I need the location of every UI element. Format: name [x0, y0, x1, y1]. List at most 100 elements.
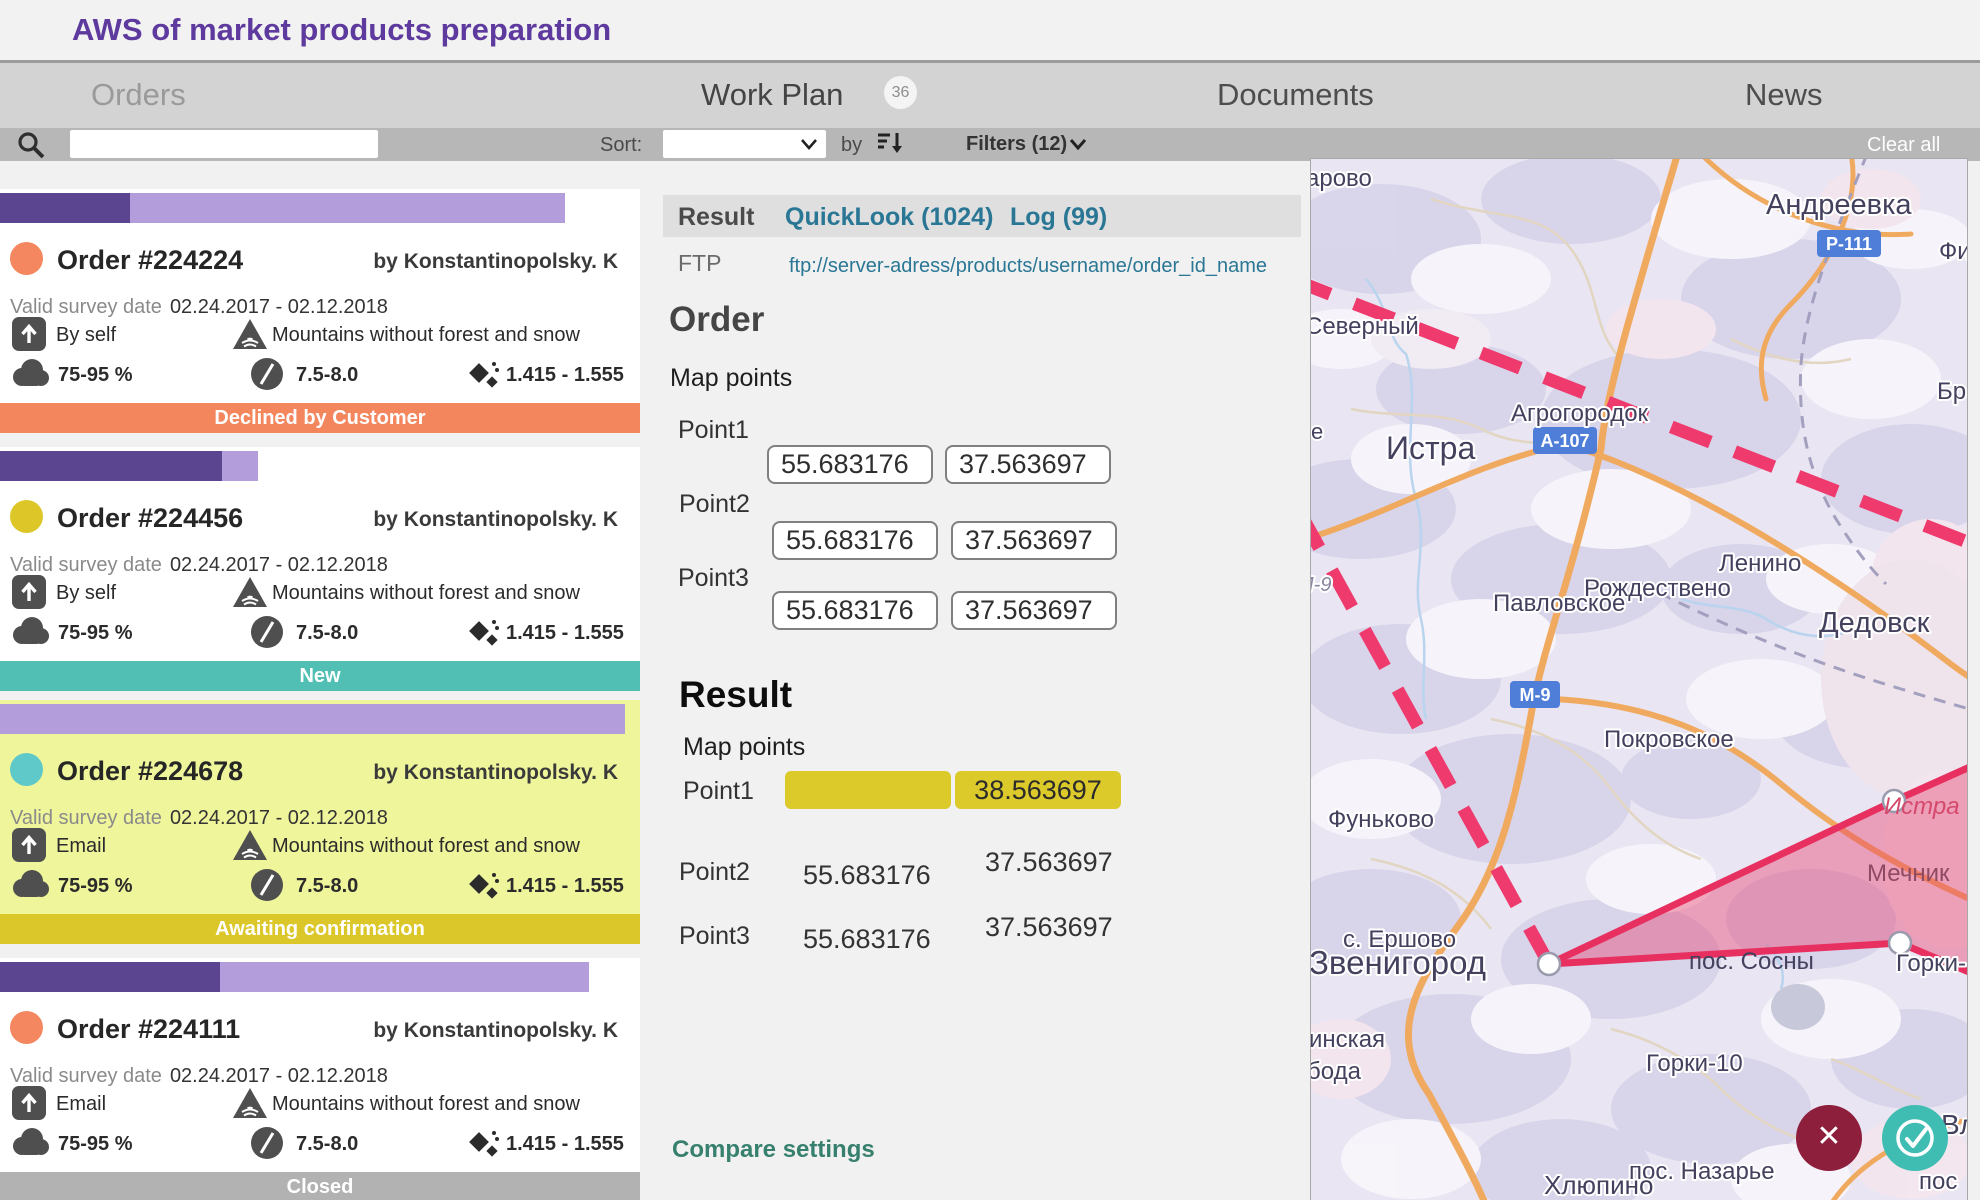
point2-label: Point2	[679, 490, 750, 519]
upload-icon	[12, 828, 46, 868]
reject-button[interactable]: ✕	[1796, 1105, 1862, 1171]
angle-label: 7.5-8.0	[296, 1133, 358, 1156]
progress-bar	[0, 451, 258, 481]
filters-button[interactable]: Filters (12)	[966, 133, 1067, 156]
mountain-icon	[232, 575, 268, 615]
angle-label: 7.5-8.0	[296, 622, 358, 645]
range-feature: 1.415 - 1.555	[468, 615, 638, 651]
status-dot	[10, 242, 43, 275]
date-label: Valid survey date	[10, 296, 162, 318]
map-label: арово	[1311, 165, 1372, 192]
search-icon[interactable]	[16, 130, 46, 165]
date-range: 02.24.2017 - 02.12.2018	[170, 554, 388, 576]
sort-descending-icon[interactable]	[876, 131, 906, 162]
terrain-feature: Mountains without forest and snow	[232, 317, 632, 353]
map-label: Покровское	[1604, 726, 1734, 753]
tab-documents[interactable]: Documents	[1217, 77, 1374, 113]
compare-settings-link[interactable]: Compare settings	[672, 1136, 875, 1164]
mountain-icon	[232, 828, 268, 868]
progress-light-segment	[222, 451, 258, 481]
range-label: 1.415 - 1.555	[506, 1133, 624, 1156]
order-author: by Konstantinopolsky. K	[373, 508, 618, 532]
slashed-circle-icon	[250, 357, 284, 397]
map-label: пос. Сосны	[1689, 948, 1814, 975]
clear-all-button[interactable]: Clear all	[1867, 134, 1940, 157]
range-feature: 1.415 - 1.555	[468, 357, 638, 393]
diamonds-icon	[468, 868, 504, 910]
angle-feature: 7.5-8.0	[250, 615, 450, 651]
terrain-label: Mountains without forest and snow	[272, 835, 580, 858]
order-card[interactable]: Order #224224 by Konstantinopolsky. K Va…	[0, 189, 640, 433]
range-feature: 1.415 - 1.555	[468, 868, 638, 904]
order-card[interactable]: Order #224456 by Konstantinopolsky. K Va…	[0, 447, 640, 690]
progress-light-segment	[220, 962, 589, 992]
map-label: Фир	[1939, 238, 1967, 265]
map-label: пос	[1919, 1168, 1957, 1195]
map-label: Истра	[1386, 430, 1475, 466]
delivery-label: Email	[56, 835, 106, 858]
angle-label: 7.5-8.0	[296, 875, 358, 898]
valid-survey-date: Valid survey date02.24.2017 - 02.12.2018	[10, 1065, 388, 1088]
point1-lat-input[interactable]	[767, 445, 933, 484]
order-card-selected[interactable]: Order #224678 by Konstantinopolsky. K Va…	[0, 700, 640, 944]
map-label: Истра	[1884, 793, 1960, 820]
point3-lat-input[interactable]	[772, 591, 938, 630]
tab-orders[interactable]: Orders	[91, 77, 186, 113]
order-id: Order #224678	[57, 756, 243, 787]
status-banner: Closed	[0, 1172, 640, 1200]
date-label: Valid survey date	[10, 554, 162, 576]
sort-by-label: by	[841, 134, 862, 157]
range-feature: 1.415 - 1.555	[468, 1126, 638, 1162]
terrain-label: Mountains without forest and snow	[272, 582, 580, 605]
angle-feature: 7.5-8.0	[250, 357, 450, 393]
tab-work-plan[interactable]: Work Plan	[701, 77, 843, 113]
cloud-icon	[10, 1126, 50, 1164]
tab-result[interactable]: Result	[678, 203, 754, 232]
diamonds-icon	[468, 1126, 504, 1168]
map-label: Хлюпино	[1544, 1170, 1653, 1200]
sort-select[interactable]	[663, 130, 826, 158]
tab-log[interactable]: Log (99)	[1010, 203, 1107, 232]
map-canvas: Р-111 А-107 М-9 арово Андреевка Фир Севе…	[1311, 159, 1967, 1200]
progress-bar	[0, 962, 589, 992]
search-input[interactable]	[70, 130, 378, 158]
delivery-feature: Email	[12, 828, 232, 864]
cloud-icon	[10, 868, 50, 906]
ftp-link[interactable]: ftp://server-adress/products/username/or…	[789, 255, 1267, 278]
road-badge: М-9	[1520, 685, 1551, 705]
diamonds-icon	[468, 615, 504, 657]
delivery-feature: By self	[12, 575, 232, 611]
cloud-label: 75-95 %	[58, 875, 133, 898]
order-card[interactable]: Order #224111 by Konstantinopolsky. K Va…	[0, 958, 640, 1200]
point1-lon-input[interactable]	[945, 445, 1111, 484]
accept-button[interactable]	[1882, 1105, 1948, 1171]
result-point3-lat-value: 55.683176	[803, 924, 931, 955]
tab-news[interactable]: News	[1745, 77, 1823, 113]
order-map-points-label: Map points	[670, 364, 792, 393]
map-label: инская	[1311, 1026, 1385, 1053]
point3-lon-input[interactable]	[951, 591, 1117, 630]
status-banner: New	[0, 661, 640, 691]
mountain-icon	[232, 317, 268, 357]
dropdown-chevron-icon	[800, 137, 818, 151]
filters-chevron-icon[interactable]	[1068, 137, 1088, 156]
point1-label: Point1	[678, 416, 749, 445]
map-label: е	[1311, 419, 1323, 444]
point2-lon-input[interactable]	[951, 521, 1117, 560]
result-point2-label: Point2	[679, 858, 750, 887]
status-dot	[10, 1011, 43, 1044]
cloud-feature: 75-95 %	[10, 357, 230, 393]
progress-light-segment	[130, 193, 565, 223]
vertex-handle[interactable]	[1538, 953, 1560, 975]
cloud-label: 75-95 %	[58, 622, 133, 645]
slashed-circle-icon	[250, 1126, 284, 1166]
map-panel[interactable]: Р-111 А-107 М-9 арово Андреевка Фир Севе…	[1310, 158, 1968, 1200]
status-banner: Declined by Customer	[0, 403, 640, 433]
valid-survey-date: Valid survey date 02.24.2017 - 02.12.2018	[10, 554, 388, 577]
date-range: 02.24.2017 - 02.12.2018	[170, 1065, 388, 1087]
tab-quicklook[interactable]: QuickLook (1024)	[785, 203, 993, 232]
angle-label: 7.5-8.0	[296, 364, 358, 387]
point2-lat-input[interactable]	[772, 521, 938, 560]
close-icon: ✕	[1816, 1120, 1841, 1153]
map-label: Мечник	[1867, 860, 1950, 887]
